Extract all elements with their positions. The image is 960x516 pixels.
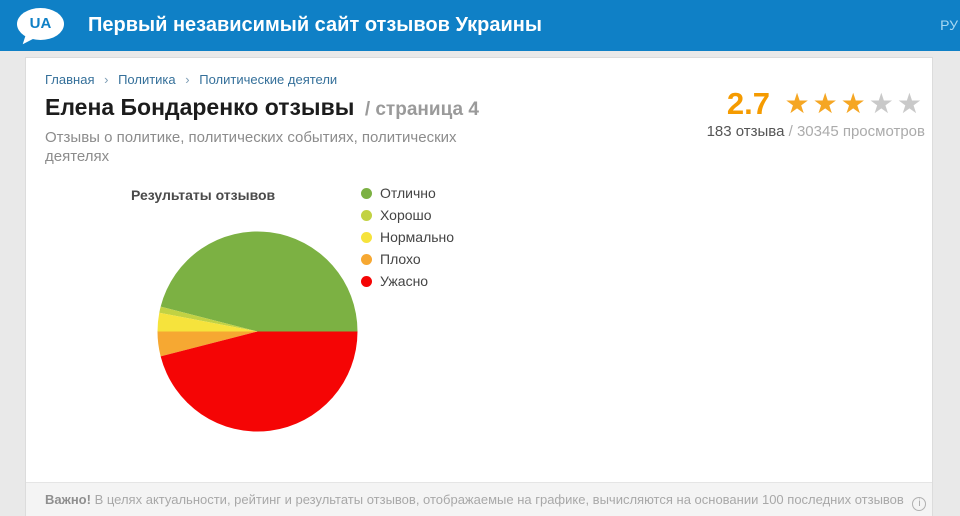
- legend-item: Отлично: [361, 182, 454, 204]
- page-subtitle: Отзывы о политике, политических событиях…: [45, 129, 457, 165]
- page-title: Елена Бондаренко отзывы: [45, 94, 355, 120]
- legend-swatch-icon: [361, 209, 372, 221]
- rating-top-row: 2.7 ★★★★★: [707, 86, 925, 122]
- site-title[interactable]: Первый независимый сайт отзывов Украины: [88, 14, 542, 36]
- legend-label: Хорошо: [380, 207, 432, 223]
- site-logo-speech-bubble-icon[interactable]: UA: [17, 8, 64, 40]
- title-row: Елена Бондаренко отзывы / страница 4: [45, 94, 479, 121]
- pie-slice-Ужасно: [160, 331, 358, 432]
- breadcrumb-link-politics[interactable]: Политика: [118, 72, 176, 87]
- breadcrumb: Главная › Политика › Политические деятел…: [45, 72, 337, 87]
- legend-label: Отлично: [380, 185, 436, 201]
- pie-slice-Хорошо: [159, 306, 258, 332]
- pie-chart: [156, 230, 359, 433]
- content-card: Главная › Политика › Политические деятел…: [25, 57, 933, 516]
- star-rating: ★★★★★: [784, 90, 925, 118]
- breadcrumb-link-home[interactable]: Главная: [45, 72, 95, 87]
- rating-block: 2.7 ★★★★★ 183 отзыва / 30345 просмотров: [707, 86, 925, 140]
- reviews-count: 183 отзыва: [706, 123, 785, 140]
- legend-label: Плохо: [380, 251, 421, 267]
- logo-text: UA: [29, 15, 52, 32]
- pie-slice-Плохо: [157, 331, 258, 357]
- language-switcher[interactable]: РУ: [940, 17, 958, 33]
- legend-item: Плохо: [361, 248, 454, 270]
- breadcrumb-separator: ›: [104, 72, 109, 87]
- legend-item: Нормально: [361, 226, 454, 248]
- breadcrumb-separator: ›: [185, 72, 190, 87]
- legend-swatch-icon: [361, 275, 372, 287]
- footer-note: Важно! В целях актуальности, рейтинг и р…: [26, 482, 932, 516]
- legend-swatch-icon: [361, 231, 372, 243]
- legend-swatch-icon: [361, 187, 372, 199]
- chart-legend: Отлично Хорошо Нормально Плохо Ужасно: [361, 182, 454, 292]
- legend-label: Ужасно: [380, 273, 429, 289]
- legend-item: Хорошо: [361, 204, 454, 226]
- pie-chart-svg: [157, 231, 358, 432]
- pie-slice-Отлично: [160, 231, 358, 332]
- pie-slice-Нормально: [157, 312, 258, 332]
- views-count: / 30345 просмотров: [784, 123, 925, 140]
- star-filled-icon: ★: [840, 88, 869, 119]
- footer-important-label: Важно!: [45, 492, 91, 507]
- page-number-suffix: / страница 4: [364, 99, 479, 120]
- rating-score: 2.7: [726, 86, 770, 121]
- rating-counts: 183 отзыва / 30345 просмотров: [707, 123, 925, 140]
- star-filled-icon: ★: [784, 88, 813, 119]
- chart-title: Результаты отзывов: [131, 187, 276, 203]
- legend-swatch-icon: [361, 253, 372, 265]
- footer-note-text: В целях актуальности, рейтинг и результа…: [94, 492, 904, 507]
- star-filled-icon: ★: [812, 88, 841, 119]
- legend-item: Ужасно: [361, 270, 454, 292]
- legend-label: Нормально: [380, 229, 455, 245]
- info-icon[interactable]: i: [912, 497, 927, 511]
- breadcrumb-link-political-figures[interactable]: Политические деятели: [199, 72, 338, 87]
- site-header: UA Первый независимый сайт отзывов Украи…: [0, 0, 960, 51]
- star-empty-icon: ★: [868, 88, 897, 119]
- star-empty-icon: ★: [896, 88, 925, 119]
